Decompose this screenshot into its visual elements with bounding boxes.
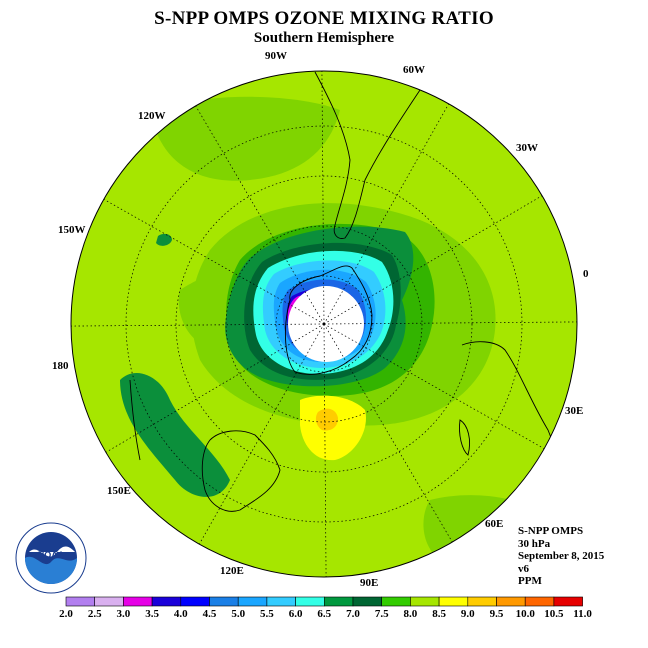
noaa-logo: NOAA xyxy=(15,522,87,594)
lon-label-150w: 150W xyxy=(58,224,86,236)
color-scale-tick-label: 3.0 xyxy=(116,608,131,620)
color-scale-tick-label: 6.5 xyxy=(317,608,332,620)
color-scale-swatch xyxy=(151,596,182,607)
color-scale-swatch xyxy=(496,596,526,607)
latitude-circle-70 xyxy=(225,225,423,423)
color-scale-swatch xyxy=(65,596,96,607)
graticule xyxy=(71,71,577,577)
lon-label-30w: 30W xyxy=(516,142,538,154)
product-info: S-NPP OMPS 30 hPa September 8, 2015 v6 P… xyxy=(518,525,604,588)
logo-text: NOAA xyxy=(38,550,65,560)
lon-label-30e: 30E xyxy=(565,405,584,417)
antarctica-coast xyxy=(285,265,373,375)
color-scale-swatch xyxy=(180,596,210,607)
color-scale xyxy=(65,596,583,607)
map-border xyxy=(70,70,578,578)
color-scale-swatch xyxy=(524,596,555,607)
color-scale-tick-label: 5.5 xyxy=(260,608,274,620)
color-scale-swatch xyxy=(237,596,268,607)
lon-label-60e: 60E xyxy=(485,518,504,530)
latitude-circle-50 xyxy=(125,125,523,523)
latitude-circle-60 xyxy=(175,175,473,473)
color-scale-swatch xyxy=(323,596,354,607)
instrument-label: S-NPP OMPS xyxy=(518,525,584,537)
units-label: PPM xyxy=(518,575,542,587)
date-label: September 8, 2015 xyxy=(518,550,605,562)
color-scale-tick-label: 5.0 xyxy=(231,608,246,620)
color-scale-tick-label: 2.0 xyxy=(59,608,73,620)
color-scale-swatch xyxy=(553,596,583,607)
color-scale-tick-label: 2.5 xyxy=(87,608,102,620)
color-scale-swatch xyxy=(410,596,440,607)
australia-coast xyxy=(201,430,281,512)
contour-6-5-small xyxy=(156,233,172,246)
color-scale-swatch xyxy=(352,596,383,607)
polar-no-data-hole xyxy=(288,286,364,362)
color-scale-tick-label: 11.0 xyxy=(573,608,592,620)
south-america-coast xyxy=(314,71,421,239)
lon-label-90w: 90W xyxy=(265,50,287,62)
lon-label-120e: 120E xyxy=(220,565,244,577)
lon-label-180: 180 xyxy=(52,360,69,372)
color-scale-swatch xyxy=(123,596,153,607)
color-scale-tick-label: 9.0 xyxy=(460,608,475,620)
color-scale-tick-label: 9.5 xyxy=(489,608,504,620)
color-scale-tick-label: 6.0 xyxy=(288,608,303,620)
color-scale-swatch xyxy=(467,596,497,607)
color-scale-tick-label: 10.0 xyxy=(515,608,535,620)
contour-7-5-upper xyxy=(150,96,340,181)
color-scale-tick-label: 8.0 xyxy=(403,608,418,620)
color-scale-swatch xyxy=(438,596,469,607)
map-title: S-NPP OMPS OZONE MIXING RATIO xyxy=(154,8,494,29)
color-scale-swatch xyxy=(295,596,325,607)
lon-label-120w: 120W xyxy=(138,110,166,122)
color-scale-tick-label: 7.5 xyxy=(374,608,389,620)
color-scale-swatch xyxy=(381,596,411,607)
color-scale-swatch xyxy=(94,596,124,607)
color-scale-tick-label: 3.5 xyxy=(145,608,159,620)
color-scale-swatch xyxy=(209,596,239,607)
new-zealand-coast xyxy=(129,379,141,461)
color-scale-tick-label: 4.5 xyxy=(202,608,217,620)
lon-label-150e: 150E xyxy=(107,485,131,497)
color-scale-tick-label: 4.0 xyxy=(173,608,188,620)
version-label: v6 xyxy=(518,562,529,575)
latitude-circle-80 xyxy=(275,275,373,373)
map-subtitle: Southern Hemisphere xyxy=(253,30,395,46)
color-scale-tick-label: 7.0 xyxy=(346,608,360,620)
lon-label-90e: 90E xyxy=(360,577,379,589)
color-scale-tick-label: 8.5 xyxy=(432,608,446,620)
color-scale-swatch xyxy=(266,596,296,607)
lon-label-60w: 60W xyxy=(403,64,425,76)
pressure-level-label: 30 hPa xyxy=(518,537,551,550)
lon-label-0: 0 xyxy=(583,268,589,280)
madagascar-coast xyxy=(459,419,471,456)
south-pole-marker xyxy=(322,322,326,326)
color-scale-tick-label: 10.5 xyxy=(544,608,564,620)
contour-9-0-patch xyxy=(315,408,338,431)
